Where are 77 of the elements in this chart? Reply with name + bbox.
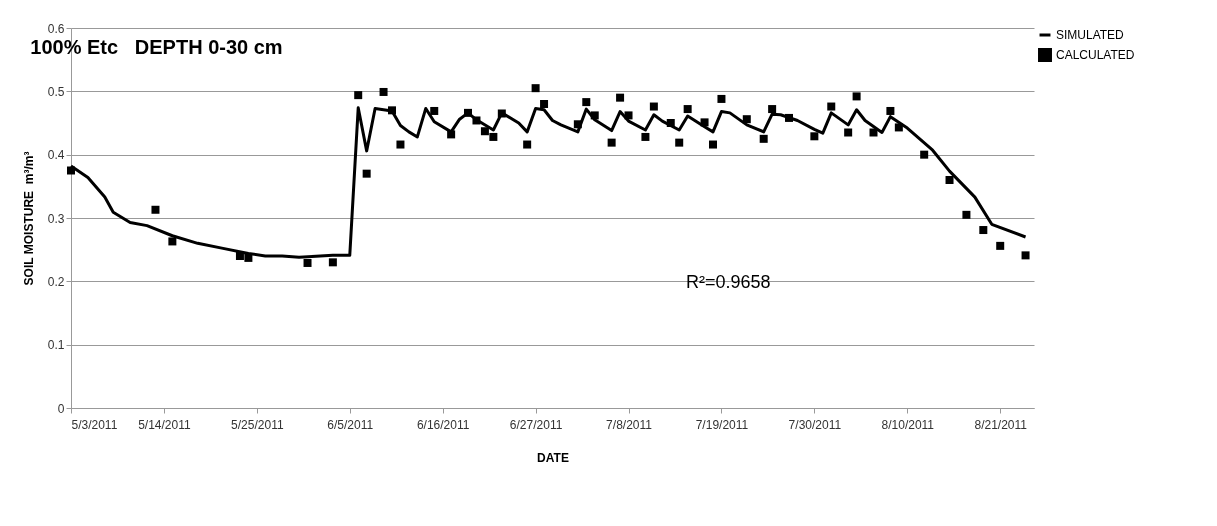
y-tick-label: 0.3 — [47, 211, 65, 226]
point — [354, 91, 363, 100]
point — [497, 109, 506, 118]
y-axis-title: SOIL MOISTURE m³/m³ — [21, 151, 36, 286]
x-tick-label: 5/3/2011 — [71, 417, 118, 432]
x-tick-label: 7/30/2011 — [788, 417, 842, 432]
point — [489, 132, 498, 141]
point — [675, 138, 684, 147]
x-tick-label: 7/19/2011 — [695, 417, 749, 432]
y-tick-label: 0.5 — [47, 84, 65, 99]
point — [869, 128, 878, 137]
point — [920, 150, 929, 159]
point — [979, 226, 988, 235]
point — [464, 108, 473, 117]
point — [607, 138, 616, 147]
point — [894, 123, 903, 132]
y-tick-label: 0.6 — [47, 21, 65, 36]
x-tick-label: 8/10/2011 — [881, 417, 935, 432]
point — [523, 140, 532, 149]
point — [573, 120, 582, 129]
point — [244, 253, 253, 262]
chart-title: 100% Etc DEPTH 0-30 cm — [30, 36, 283, 58]
point — [582, 98, 591, 107]
point — [641, 132, 650, 141]
point — [785, 113, 794, 122]
point — [649, 102, 658, 111]
point — [151, 205, 160, 214]
x-tick-label: 5/14/2011 — [138, 417, 191, 432]
point — [852, 92, 861, 101]
point — [1021, 251, 1030, 260]
point — [666, 119, 675, 127]
point — [388, 106, 396, 115]
point — [844, 128, 853, 137]
point — [531, 84, 540, 93]
point — [827, 102, 836, 111]
point — [362, 169, 371, 178]
point — [168, 237, 177, 246]
legend-label: SIMULATED — [1056, 28, 1125, 42]
point — [886, 106, 895, 115]
point — [303, 258, 312, 267]
point — [810, 132, 819, 141]
legend-label: CALCULATED — [1056, 48, 1135, 62]
point — [624, 111, 633, 120]
point — [700, 118, 709, 127]
point — [540, 100, 549, 108]
point — [709, 140, 717, 149]
y-tick-label: 0.4 — [47, 148, 65, 163]
point — [396, 140, 405, 149]
point — [328, 258, 337, 267]
x-axis-title: DATE — [537, 450, 569, 465]
point — [447, 130, 456, 139]
point — [235, 252, 244, 260]
x-tick-label: 5/25/2011 — [231, 417, 284, 432]
point — [962, 210, 971, 219]
point — [480, 127, 489, 136]
point — [67, 166, 75, 175]
point — [430, 106, 439, 115]
point — [996, 241, 1005, 250]
x-tick-label: 6/27/2011 — [509, 417, 563, 432]
x-tick-label: 6/5/2011 — [327, 417, 374, 432]
annotation: R²=0.9658 — [686, 272, 771, 292]
point — [379, 87, 388, 96]
point — [742, 115, 751, 124]
point — [683, 105, 692, 114]
point — [759, 134, 768, 143]
point — [945, 176, 954, 184]
x-tick-label: 6/16/2011 — [416, 417, 470, 432]
point — [590, 111, 599, 120]
point — [616, 93, 625, 102]
x-tick-label: 7/8/2011 — [606, 417, 653, 432]
point — [717, 94, 726, 103]
y-tick-label: 0.2 — [47, 274, 65, 289]
x-tick-label: 8/21/2011 — [974, 417, 1028, 432]
point — [768, 105, 777, 114]
point — [472, 116, 481, 125]
y-tick-label: 0.1 — [47, 338, 65, 353]
y-tick-label: 0 — [57, 401, 65, 416]
